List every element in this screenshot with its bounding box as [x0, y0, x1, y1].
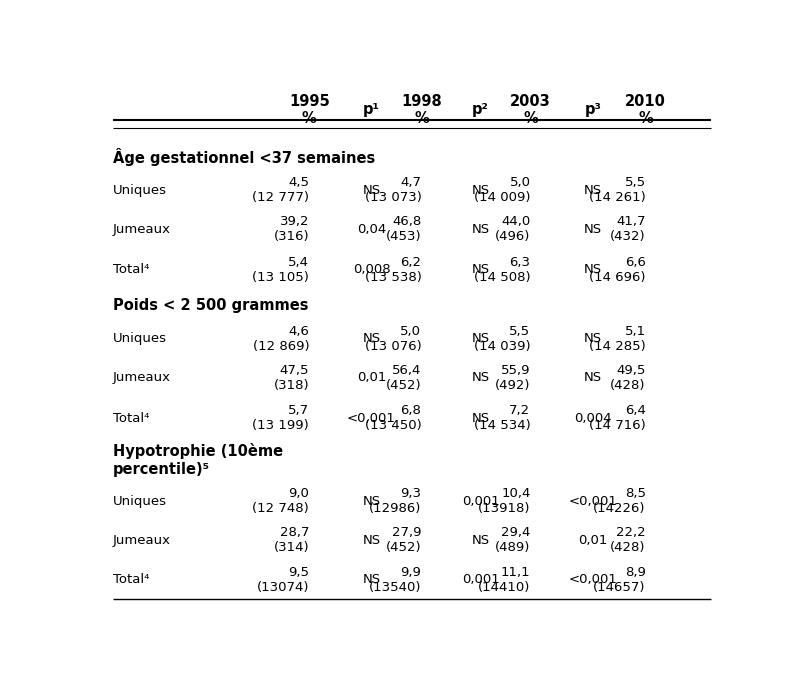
Text: 5,1
(14 285): 5,1 (14 285)	[589, 324, 645, 353]
Text: <0,001: <0,001	[568, 573, 617, 586]
Text: 5,7
(13 199): 5,7 (13 199)	[252, 404, 309, 433]
Text: 2010
%: 2010 %	[625, 93, 666, 126]
Text: NS: NS	[362, 184, 380, 197]
Text: 8,5
(14226): 8,5 (14226)	[593, 487, 645, 515]
Text: Jumeaux: Jumeaux	[112, 371, 171, 385]
Text: 47,5
(318): 47,5 (318)	[273, 364, 309, 392]
Text: NS: NS	[583, 333, 601, 345]
Text: 9,9
(13540): 9,9 (13540)	[369, 566, 421, 594]
Text: 0,04: 0,04	[357, 223, 385, 236]
Text: Total⁴: Total⁴	[112, 263, 149, 276]
Text: 0,001: 0,001	[461, 495, 499, 508]
Text: 1998
%: 1998 %	[401, 93, 441, 126]
Text: 6,3
(14 508): 6,3 (14 508)	[473, 256, 530, 283]
Text: NS: NS	[362, 495, 380, 508]
Text: NS: NS	[471, 333, 489, 345]
Text: 49,5
(428): 49,5 (428)	[609, 364, 645, 392]
Text: 6,6
(14 696): 6,6 (14 696)	[589, 256, 645, 283]
Text: 0,004: 0,004	[573, 412, 611, 425]
Text: 0,001: 0,001	[461, 573, 499, 586]
Text: 5,5
(14 261): 5,5 (14 261)	[589, 176, 645, 204]
Text: 9,5
(13074): 9,5 (13074)	[256, 566, 309, 594]
Text: 6,4
(14 716): 6,4 (14 716)	[589, 404, 645, 433]
Text: NS: NS	[471, 184, 489, 197]
Text: 11,1
(14410): 11,1 (14410)	[478, 566, 530, 594]
Text: NS: NS	[362, 333, 380, 345]
Text: Uniques: Uniques	[112, 495, 167, 508]
Text: 39,2
(316): 39,2 (316)	[273, 216, 309, 243]
Text: NS: NS	[362, 573, 380, 586]
Text: NS: NS	[362, 534, 380, 547]
Text: 44,0
(496): 44,0 (496)	[495, 216, 530, 243]
Text: NS: NS	[583, 371, 601, 385]
Text: NS: NS	[471, 412, 489, 425]
Text: <0,001: <0,001	[347, 412, 396, 425]
Text: 28,7
(314): 28,7 (314)	[273, 526, 309, 554]
Text: 7,2
(14 534): 7,2 (14 534)	[473, 404, 530, 433]
Text: p³: p³	[584, 102, 601, 117]
Text: 6,8
(13 450): 6,8 (13 450)	[365, 404, 421, 433]
Text: p²: p²	[471, 102, 488, 117]
Text: 9,3
(12986): 9,3 (12986)	[369, 487, 421, 515]
Text: NS: NS	[471, 371, 489, 385]
Text: Uniques: Uniques	[112, 333, 167, 345]
Text: 41,7
(432): 41,7 (432)	[609, 216, 645, 243]
Text: Poids < 2 500 grammes: Poids < 2 500 grammes	[112, 299, 308, 314]
Text: 1995
%: 1995 %	[288, 93, 329, 126]
Text: Hypotrophie (10ème
percentile)⁵: Hypotrophie (10ème percentile)⁵	[112, 443, 283, 477]
Text: p¹: p¹	[363, 102, 380, 117]
Text: 22,2
(428): 22,2 (428)	[609, 526, 645, 554]
Text: 0,01: 0,01	[577, 534, 607, 547]
Text: 4,6
(12 869): 4,6 (12 869)	[252, 324, 309, 353]
Text: <0,001: <0,001	[568, 495, 617, 508]
Text: 4,5
(12 777): 4,5 (12 777)	[252, 176, 309, 204]
Text: NS: NS	[583, 263, 601, 276]
Text: Uniques: Uniques	[112, 184, 167, 197]
Text: 5,0
(14 009): 5,0 (14 009)	[473, 176, 530, 204]
Text: Jumeaux: Jumeaux	[112, 534, 171, 547]
Text: 0,01: 0,01	[357, 371, 385, 385]
Text: NS: NS	[583, 184, 601, 197]
Text: Total⁴: Total⁴	[112, 412, 149, 425]
Text: 2003
%: 2003 %	[509, 93, 550, 126]
Text: 5,0
(13 076): 5,0 (13 076)	[365, 324, 421, 353]
Text: 27,9
(452): 27,9 (452)	[385, 526, 421, 554]
Text: Âge gestationnel <37 semaines: Âge gestationnel <37 semaines	[112, 147, 375, 166]
Text: 0,008: 0,008	[353, 263, 390, 276]
Text: 5,4
(13 105): 5,4 (13 105)	[252, 256, 309, 283]
Text: Total⁴: Total⁴	[112, 573, 149, 586]
Text: 5,5
(14 039): 5,5 (14 039)	[473, 324, 530, 353]
Text: 46,8
(453): 46,8 (453)	[385, 216, 421, 243]
Text: 4,7
(13 073): 4,7 (13 073)	[364, 176, 421, 204]
Text: Jumeaux: Jumeaux	[112, 223, 171, 236]
Text: NS: NS	[583, 223, 601, 236]
Text: 10,4
(13918): 10,4 (13918)	[477, 487, 530, 515]
Text: NS: NS	[471, 223, 489, 236]
Text: 55,9
(492): 55,9 (492)	[495, 364, 530, 392]
Text: NS: NS	[471, 534, 489, 547]
Text: 56,4
(452): 56,4 (452)	[385, 364, 421, 392]
Text: 29,4
(489): 29,4 (489)	[495, 526, 530, 554]
Text: NS: NS	[471, 263, 489, 276]
Text: 8,9
(14657): 8,9 (14657)	[593, 566, 645, 594]
Text: 6,2
(13 538): 6,2 (13 538)	[364, 256, 421, 283]
Text: 9,0
(12 748): 9,0 (12 748)	[252, 487, 309, 515]
